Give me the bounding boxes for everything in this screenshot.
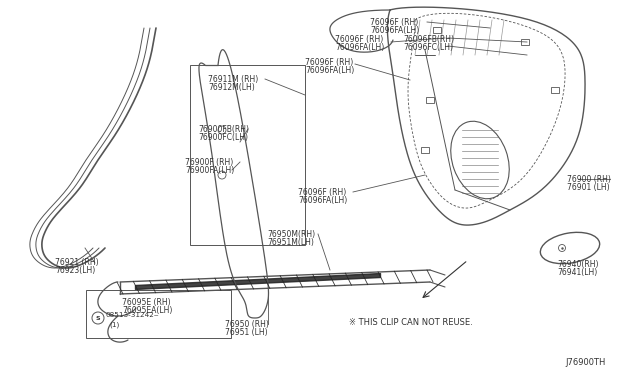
Text: 76901 (LH): 76901 (LH) xyxy=(567,183,610,192)
Text: 76940(RH): 76940(RH) xyxy=(557,260,598,269)
Text: 76923(LH): 76923(LH) xyxy=(55,266,95,275)
Bar xyxy=(551,87,559,93)
Bar xyxy=(86,290,231,338)
Text: 76096FA(LH): 76096FA(LH) xyxy=(335,43,384,52)
Text: 76951M(LH): 76951M(LH) xyxy=(267,238,314,247)
Text: 76096FA(LH): 76096FA(LH) xyxy=(305,66,355,75)
Text: 76096FB(RH): 76096FB(RH) xyxy=(403,35,454,44)
Text: 76095EA(LH): 76095EA(LH) xyxy=(122,306,172,315)
Text: 76096FC(LH): 76096FC(LH) xyxy=(403,43,453,52)
Text: 76096F (RH): 76096F (RH) xyxy=(298,188,346,197)
Text: 76911M (RH): 76911M (RH) xyxy=(208,75,259,84)
Bar xyxy=(433,27,441,33)
Text: 76096FA(LH): 76096FA(LH) xyxy=(370,26,419,35)
Text: 76900 (RH): 76900 (RH) xyxy=(567,175,611,184)
Text: J76900TH: J76900TH xyxy=(565,358,605,367)
Text: 76941(LH): 76941(LH) xyxy=(557,268,597,277)
Text: 76900FA(LH): 76900FA(LH) xyxy=(185,166,234,175)
Text: 76912M(LH): 76912M(LH) xyxy=(208,83,255,92)
Bar xyxy=(521,39,529,45)
Text: 76900F (RH): 76900F (RH) xyxy=(185,158,233,167)
Text: 76096F (RH): 76096F (RH) xyxy=(335,35,383,44)
Text: 76900FB(RH): 76900FB(RH) xyxy=(198,125,249,134)
Bar xyxy=(421,147,429,153)
Text: 08513-31242‒: 08513-31242‒ xyxy=(105,312,159,318)
Bar xyxy=(426,97,434,103)
Text: 76951 (LH): 76951 (LH) xyxy=(225,328,268,337)
Bar xyxy=(190,65,305,245)
Text: S: S xyxy=(96,315,100,321)
Text: 76096FA(LH): 76096FA(LH) xyxy=(298,196,348,205)
Text: 76921 (RH): 76921 (RH) xyxy=(55,258,99,267)
Text: 76950M(RH): 76950M(RH) xyxy=(267,230,315,239)
Text: 76900FC(LH): 76900FC(LH) xyxy=(198,133,248,142)
Text: 76096F (RH): 76096F (RH) xyxy=(305,58,353,67)
Text: (1): (1) xyxy=(109,322,119,328)
Text: 76950 (RH): 76950 (RH) xyxy=(225,320,269,329)
Text: 76096F (RH): 76096F (RH) xyxy=(370,18,419,27)
Text: 76095E (RH): 76095E (RH) xyxy=(122,298,171,307)
Text: ※ THIS CLIP CAN NOT REUSE.: ※ THIS CLIP CAN NOT REUSE. xyxy=(349,318,473,327)
